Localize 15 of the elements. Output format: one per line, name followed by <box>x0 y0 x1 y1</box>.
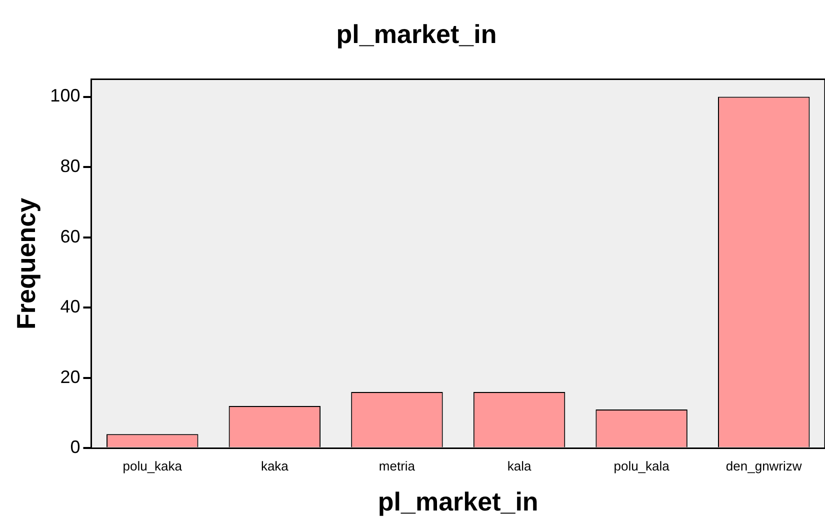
x-tick-label: den_gnwrizw <box>726 458 802 474</box>
x-tick-label: metria <box>378 458 416 474</box>
y-tick-label: 0 <box>70 437 80 458</box>
x-tick-label: polu_kaka <box>122 458 183 474</box>
y-tick-label: 20 <box>60 366 80 387</box>
y-tick-label: 100 <box>50 86 80 106</box>
x-tick-label: kaka <box>260 458 290 474</box>
x-tick-label: polu_kala <box>614 458 670 474</box>
y-tick-label: 40 <box>60 296 80 317</box>
x-tick-label: kala <box>507 458 532 474</box>
y-tick-label: 60 <box>60 226 80 246</box>
chart-title: pl_market_in <box>336 18 497 49</box>
y-tick-label: 80 <box>60 156 80 176</box>
y-axis-title: Frequency <box>10 197 41 330</box>
x-axis-title: pl_market_in <box>378 486 538 517</box>
